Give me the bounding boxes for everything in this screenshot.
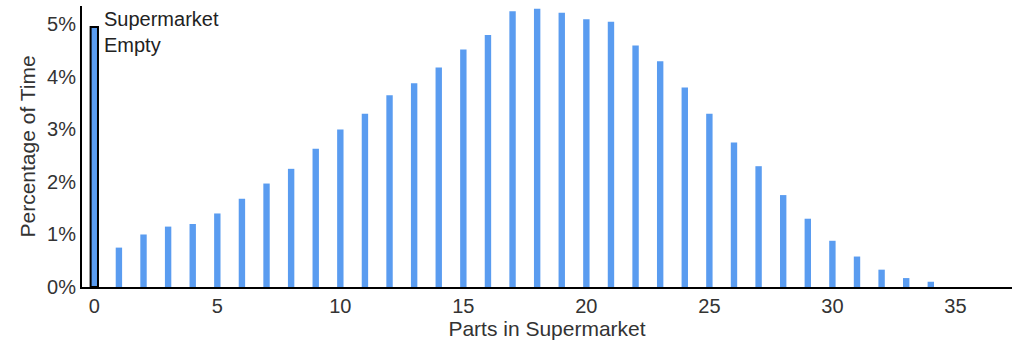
svg-text:20: 20 [575, 295, 597, 317]
svg-text:5%: 5% [47, 13, 76, 35]
svg-text:15: 15 [452, 295, 474, 317]
svg-text:10: 10 [329, 295, 351, 317]
svg-text:5: 5 [212, 295, 223, 317]
svg-text:Parts in Supermarket: Parts in Supermarket [448, 317, 645, 340]
svg-text:30: 30 [821, 295, 843, 317]
svg-text:3%: 3% [47, 118, 76, 140]
svg-text:SupermarketEmpty: SupermarketEmpty [104, 8, 219, 56]
svg-text:35: 35 [944, 295, 966, 317]
svg-text:Percentage of Time: Percentage of Time [16, 55, 39, 237]
svg-text:0%: 0% [47, 276, 76, 298]
svg-text:25: 25 [698, 295, 720, 317]
svg-text:2%: 2% [47, 171, 76, 193]
svg-text:0: 0 [89, 295, 100, 317]
svg-text:4%: 4% [47, 66, 76, 88]
svg-text:1%: 1% [47, 223, 76, 245]
